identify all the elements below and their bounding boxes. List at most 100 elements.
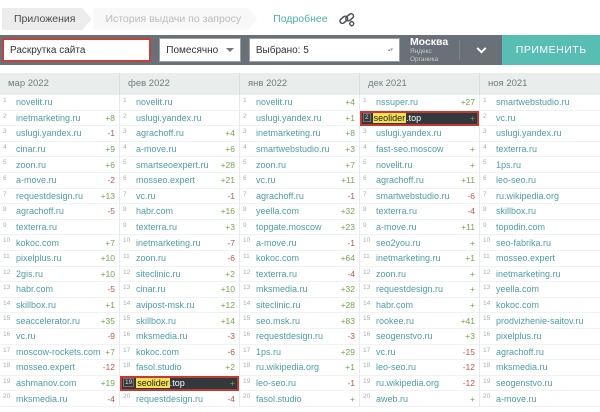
- domain-link[interactable]: leo-seo.ru: [496, 175, 537, 186]
- domain-link[interactable]: agrachoff.ru: [256, 190, 304, 201]
- domain-link[interactable]: mksmedia.ru: [16, 393, 68, 404]
- domain-link[interactable]: uslugi.yandex.ru: [376, 128, 442, 139]
- domain-link[interactable]: fasol.studio: [256, 393, 302, 404]
- region-selector[interactable]: Москва Яндекс Органика: [410, 36, 459, 64]
- details-link[interactable]: Подробнее: [273, 13, 328, 25]
- tab-serp-history[interactable]: История выдачи по запросу: [93, 8, 257, 30]
- query-input[interactable]: [2, 38, 152, 62]
- domain-link[interactable]: smartwebstudio.ru: [256, 144, 330, 155]
- domain-link[interactable]: habr.com: [376, 300, 414, 311]
- domain-link[interactable]: fasol.studio: [136, 362, 182, 373]
- domain-link[interactable]: cinar.ru: [16, 144, 46, 155]
- domain-link[interactable]: seo.msk.ru: [256, 315, 301, 326]
- domain-link[interactable]: seaccelerator.ru: [16, 315, 81, 326]
- domain-link[interactable]: leo-seo.ru: [376, 362, 417, 373]
- domain-link[interactable]: 1ps.ru: [496, 159, 522, 170]
- domain-link[interactable]: a-move.ru: [376, 222, 417, 233]
- domain-link[interactable]: kokoc.com: [136, 346, 180, 357]
- domain-link[interactable]: vc.ru: [496, 112, 516, 123]
- domain-link[interactable]: habr.com: [136, 206, 174, 217]
- domain-link[interactable]: seo-fabrika.ru: [496, 237, 552, 248]
- domain-link[interactable]: seolider.top: [372, 113, 468, 124]
- domain-link[interactable]: novelit.ru: [376, 159, 413, 170]
- domain-link[interactable]: moscow-rockets.com: [16, 346, 101, 357]
- domain-link[interactable]: a-move.ru: [496, 393, 537, 404]
- domain-link[interactable]: skillbox.ru: [16, 300, 57, 311]
- domain-link[interactable]: ashmanov.com: [16, 377, 77, 388]
- domain-link[interactable]: agrachoff.ru: [16, 206, 64, 217]
- domain-link[interactable]: smartwebstudio.ru: [376, 190, 450, 201]
- domain-link[interactable]: seo2you.ru: [376, 237, 421, 248]
- domain-link[interactable]: fast-seo.moscow: [376, 144, 444, 155]
- domain-link[interactable]: mosseo.expert: [136, 175, 196, 186]
- domain-link[interactable]: siteclinic.ru: [136, 268, 181, 279]
- domain-link[interactable]: kokoc.com: [496, 300, 540, 311]
- domain-link[interactable]: seolider.top: [136, 378, 228, 389]
- domain-link[interactable]: a-move.ru: [16, 175, 57, 186]
- domain-link[interactable]: mksmedia.ru: [256, 284, 308, 295]
- domain-link[interactable]: pixelplus.ru: [496, 331, 542, 342]
- domain-link[interactable]: vc.ru: [256, 175, 276, 186]
- domain-link[interactable]: a-move.ru: [136, 144, 177, 155]
- domain-link[interactable]: agrachoff.ru: [136, 128, 184, 139]
- domain-link[interactable]: vc.ru: [376, 346, 396, 357]
- domain-link[interactable]: inetmarketing.ru: [136, 237, 201, 248]
- domain-link[interactable]: agrachoff.ru: [376, 175, 424, 186]
- domain-link[interactable]: 2gis.ru: [16, 268, 44, 279]
- domain-link[interactable]: texterra.ru: [136, 222, 178, 233]
- domain-link[interactable]: zoon.ru: [256, 159, 287, 170]
- domain-link[interactable]: seogenstvo.ru: [376, 331, 433, 342]
- domain-link[interactable]: siteclinic.ru: [256, 300, 301, 311]
- domain-link[interactable]: topodin.com: [496, 222, 546, 233]
- domain-link[interactable]: prodvizhenie-saitov.ru: [496, 315, 584, 326]
- domain-link[interactable]: kokoc.com: [256, 253, 300, 264]
- domain-link[interactable]: yeella.com: [256, 206, 300, 217]
- domain-link[interactable]: leo-seo.ru: [256, 377, 297, 388]
- domain-link[interactable]: mosseo.expert: [496, 253, 556, 264]
- domain-link[interactable]: novelit.ru: [256, 97, 293, 108]
- domain-link[interactable]: skillbox.ru: [496, 206, 537, 217]
- domain-link[interactable]: mosseo.expert: [16, 362, 76, 373]
- domain-link[interactable]: aweb.ru: [376, 393, 409, 404]
- domain-link[interactable]: pixelplus.ru: [16, 253, 62, 264]
- domain-link[interactable]: topgate.moscow: [256, 222, 322, 233]
- domain-link[interactable]: vc.ru: [16, 331, 36, 342]
- domain-link[interactable]: inetmarketing.ru: [376, 253, 441, 264]
- domain-link[interactable]: uslugi.yandex.ru: [16, 128, 82, 139]
- domain-link[interactable]: zoon.ru: [16, 159, 47, 170]
- domain-link[interactable]: cinar.ru: [136, 284, 166, 295]
- domain-link[interactable]: agrachoff.ru: [496, 346, 544, 357]
- domain-link[interactable]: mksmedia.ru: [496, 362, 548, 373]
- domain-link[interactable]: inetmarketing.ru: [496, 268, 561, 279]
- domain-link[interactable]: requestdesign.ru: [256, 331, 324, 342]
- domain-link[interactable]: ru.wikipedia.org: [256, 362, 320, 373]
- domain-link[interactable]: zoon.ru: [376, 268, 407, 279]
- domain-link[interactable]: requestdesign.ru: [376, 284, 444, 295]
- domain-link[interactable]: texterra.ru: [496, 144, 538, 155]
- domain-link[interactable]: texterra.ru: [256, 268, 298, 279]
- domain-link[interactable]: kokoc.com: [16, 237, 60, 248]
- domain-link[interactable]: avipost-msk.ru: [136, 300, 195, 311]
- domain-link[interactable]: novelit.ru: [136, 97, 173, 108]
- domain-link[interactable]: uslugi.yandex.ru: [496, 128, 562, 139]
- domain-link[interactable]: texterra.ru: [16, 222, 58, 233]
- domain-link[interactable]: novelit.ru: [16, 97, 53, 108]
- domain-link[interactable]: nssuper.ru: [376, 97, 419, 108]
- domain-link[interactable]: smartseoexpert.ru: [136, 159, 209, 170]
- chosen-count-select[interactable]: Выбрано: 5 ▴▾: [248, 38, 400, 62]
- domain-link[interactable]: zoon.ru: [136, 253, 167, 264]
- domain-link[interactable]: yeella.com: [496, 284, 540, 295]
- domain-link[interactable]: requestdesign.ru: [136, 393, 204, 404]
- domain-link[interactable]: requestdesign.ru: [16, 190, 84, 201]
- domain-link[interactable]: a-move.ru: [256, 237, 297, 248]
- domain-link[interactable]: skillbox.ru: [136, 315, 177, 326]
- expand-chevron-icon[interactable]: [476, 43, 486, 54]
- domain-link[interactable]: mksmedia.ru: [136, 331, 188, 342]
- domain-link[interactable]: uslugi.yandex.ru: [256, 112, 322, 123]
- chain-gear-icon[interactable]: [338, 11, 356, 27]
- domain-link[interactable]: ru.wikipedia.org: [376, 377, 440, 388]
- domain-link[interactable]: 1ps.ru: [256, 346, 282, 357]
- domain-link[interactable]: uslugi.yandex.ru: [136, 112, 202, 123]
- domain-link[interactable]: vc.ru: [136, 190, 156, 201]
- domain-link[interactable]: rookee.ru: [376, 315, 415, 326]
